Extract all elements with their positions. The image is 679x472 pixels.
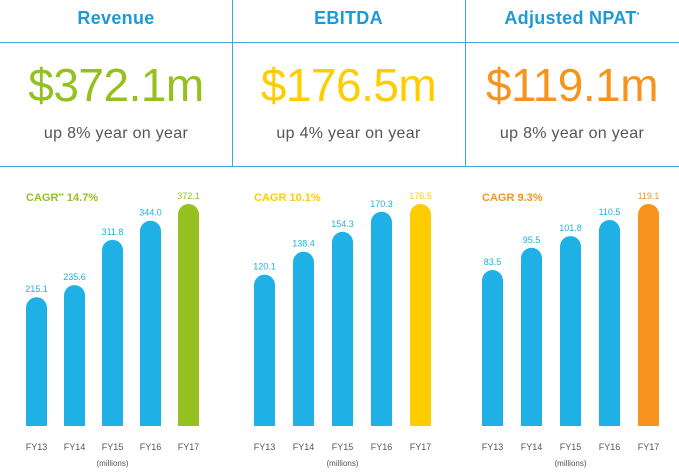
value-label: 176.5 [409, 191, 432, 201]
units-label: (millions) [97, 459, 129, 468]
value-label: 154.3 [331, 219, 354, 229]
bar-fy15 [560, 236, 581, 435]
value-label: 215.1 [25, 284, 48, 294]
value-label: 138.4 [292, 239, 315, 249]
ebitda-bar-chart: CAGR 10.1% 120.1 FY13 138.4 FY14 154.3 FY15 170… [232, 191, 465, 468]
npat-panel: Adjusted NPAT* $119.1m up 8% year on yea… [465, 0, 679, 472]
category-label: FY17 [410, 442, 432, 452]
panel-divider-1 [232, 0, 233, 166]
bar-fy13 [26, 297, 47, 435]
headline-value: $119.1m [485, 59, 659, 111]
bar-fy16 [140, 220, 161, 435]
category-label: FY16 [599, 442, 621, 452]
bar-fy15 [332, 231, 353, 435]
bar-fy16 [599, 219, 620, 435]
growth-subtitle: up 8% year on year [43, 125, 189, 142]
npat-bar-chart: CAGR 9.3% 83.5 FY13 95.5 FY14 101.8 FY15 110.5 F… [465, 191, 679, 468]
value-label: 83.5 [484, 257, 502, 267]
category-label: FY14 [64, 442, 86, 452]
bar-fy16 [371, 211, 392, 435]
cagr-label: CAGR 9.3% [482, 192, 543, 204]
value-label: 372.1 [177, 191, 200, 201]
summary-divider [0, 166, 679, 167]
value-label: 235.6 [63, 272, 86, 282]
bar-fy13 [482, 270, 503, 435]
category-label: FY17 [638, 442, 660, 452]
bar-fy13 [254, 274, 275, 435]
baseline-mask [232, 426, 465, 438]
growth-subtitle: up 4% year on year [276, 125, 421, 142]
category-label: FY13 [254, 442, 276, 452]
value-label: 119.1 [638, 191, 660, 201]
bar-fy14 [521, 247, 542, 435]
header-divider [0, 42, 679, 43]
ebitda-panel: EBITDA $176.5m up 4% year on year CAGR 1… [232, 0, 465, 472]
units-label: (millions) [327, 459, 359, 468]
bar-fy14 [64, 285, 85, 435]
bar-fy15 [102, 239, 123, 435]
cagr-label: CAGR 10.1% [254, 192, 321, 204]
headline-value: $372.1m [28, 59, 204, 111]
category-label: FY15 [102, 442, 124, 452]
value-label: 110.5 [599, 207, 621, 217]
value-label: 95.5 [523, 235, 541, 245]
value-label: 101.8 [559, 223, 582, 233]
panel-title: EBITDA [314, 8, 383, 28]
value-label: 311.8 [102, 227, 124, 237]
bar-fy17 [178, 204, 199, 435]
category-label: FY14 [521, 442, 543, 452]
value-label: 344.0 [139, 208, 162, 218]
category-label: FY13 [26, 442, 48, 452]
panel-title: Adjusted NPAT* [504, 8, 640, 28]
cagr-label: CAGR** 14.7% [26, 192, 98, 204]
revenue-panel: Revenue $372.1m up 8% year on year CAGR*… [0, 0, 232, 472]
baseline-mask [0, 426, 232, 438]
units-label: (millions) [555, 459, 587, 468]
bar-fy17 [638, 204, 659, 435]
revenue-bar-chart: CAGR** 14.7% 215.1 FY13 235.6 FY14 311.8 FY15 3… [0, 191, 232, 468]
category-label: FY15 [332, 442, 354, 452]
category-label: FY14 [293, 442, 315, 452]
bar-fy17 [410, 204, 431, 435]
category-label: FY13 [482, 442, 504, 452]
growth-subtitle: up 8% year on year [499, 125, 645, 142]
category-label: FY17 [178, 442, 200, 452]
panel-divider-2 [465, 0, 466, 166]
category-label: FY15 [560, 442, 582, 452]
category-label: FY16 [371, 442, 393, 452]
bar-fy14 [293, 251, 314, 435]
value-label: 120.1 [253, 262, 276, 272]
value-label: 170.3 [370, 199, 393, 209]
category-label: FY16 [140, 442, 162, 452]
baseline-mask [465, 426, 679, 438]
panel-title: Revenue [77, 8, 155, 28]
headline-value: $176.5m [260, 59, 437, 111]
